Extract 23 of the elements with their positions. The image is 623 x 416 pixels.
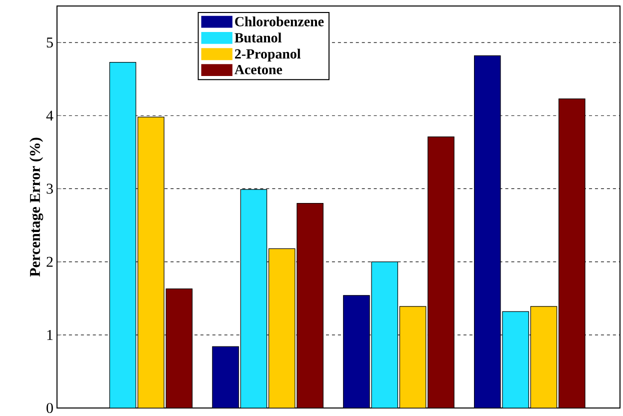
y-tick-label: 4 (46, 110, 54, 120)
bar (399, 306, 426, 408)
legend-label: Chlorobenzene (235, 16, 324, 26)
bar (371, 261, 398, 408)
bar (530, 306, 558, 408)
y-axis-title: Percentage Error (%) (29, 138, 44, 276)
bar (502, 311, 529, 408)
y-tick-label: 2 (46, 256, 53, 267)
bar (558, 98, 586, 408)
bar (166, 288, 193, 408)
bar (240, 188, 268, 408)
y-tick-label: 0 (46, 402, 53, 413)
legend-label: Butanol (234, 32, 282, 42)
legend-label: Acetone (234, 64, 282, 74)
bar (268, 248, 296, 408)
bar (428, 136, 454, 408)
y-tick-label: 1 (47, 330, 53, 340)
bar (296, 202, 324, 408)
bar (138, 116, 164, 408)
y-tick-label: 3 (46, 184, 53, 194)
bar (109, 62, 136, 408)
legend-label: 2-Propanol (234, 48, 301, 62)
y-tick-label: 5 (46, 37, 53, 48)
